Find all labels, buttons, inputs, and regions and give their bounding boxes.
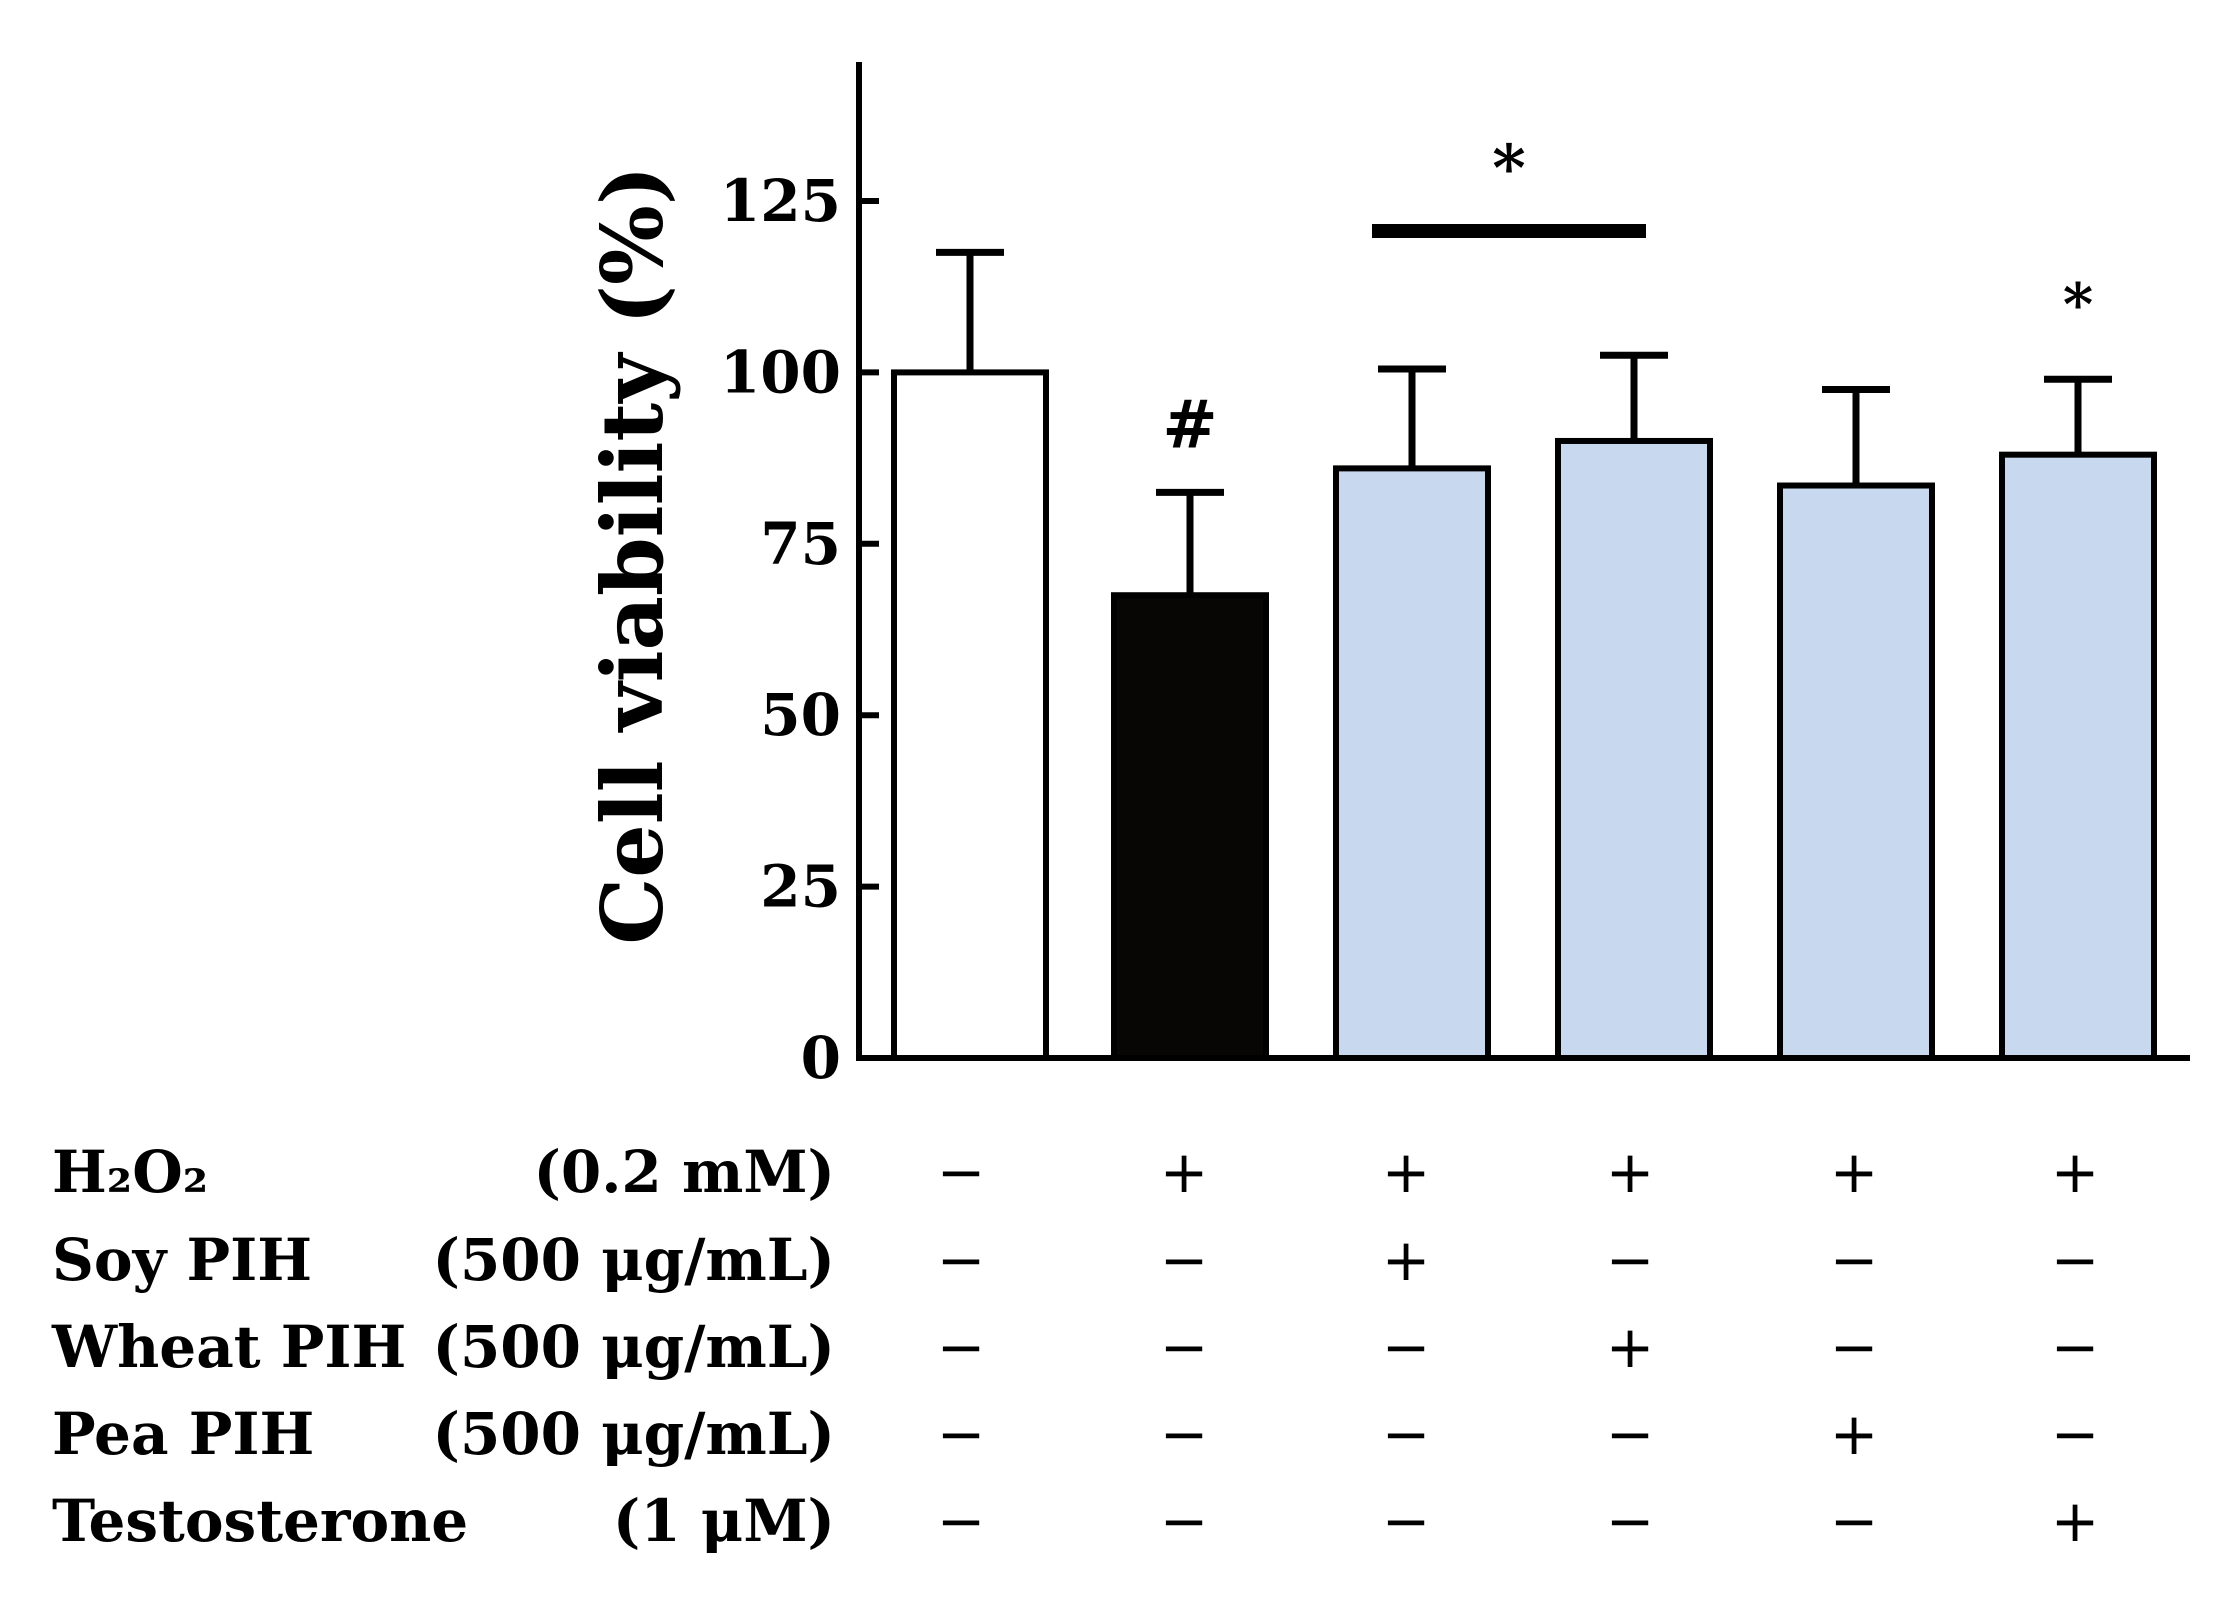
treatment-sign: − [2051,1313,2100,1381]
significance-annotations: # * * [1162,131,2093,463]
treatment-concentration: (500 μg/mL) [433,1313,836,1381]
treatment-sign: − [1606,1487,1655,1555]
bar [1777,482,1935,1061]
y-tick-label: 25 [760,853,841,921]
significance-marker: * [2063,270,2093,338]
treatment-concentration: (500 μg/mL) [433,1226,836,1294]
treatment-sign: − [1382,1313,1431,1381]
bars [891,248,2157,1062]
y-tick-label: 100 [720,338,841,406]
treatment-sign: − [1830,1226,1879,1294]
treatment-sign: − [937,1313,986,1381]
treatment-sign: + [1830,1138,1879,1206]
treatment-sign: + [1606,1313,1655,1381]
treatment-concentration: (1 μM) [613,1487,835,1555]
treatment-name: Wheat PIH [51,1313,406,1381]
treatment-sign: − [937,1400,986,1468]
treatment-sign: + [2051,1487,2100,1555]
bar [1555,437,1713,1061]
treatment-table: H₂O₂ (0.2 mM) − + + + + + Soy PIH (500 μg/mL) − − + −… [51,1138,2099,1555]
hash-marker: # [1162,385,1217,463]
treatment-sign: + [1382,1226,1431,1294]
treatment-name: Pea PIH [52,1400,314,1468]
treatment-sign: − [1160,1487,1209,1555]
y-axis-label: Cell viability (%) [583,165,682,944]
treatment-sign: − [937,1226,986,1294]
treatment-concentration: (0.2 mM) [533,1138,835,1206]
treatment-sign: + [2051,1138,2100,1206]
y-tick-label: 75 [760,510,841,578]
bar [1111,592,1269,1061]
treatment-sign: − [937,1138,986,1206]
treatment-sign: + [1382,1138,1431,1206]
treatment-sign: − [1382,1487,1431,1555]
treatment-sign: − [1606,1226,1655,1294]
treatment-sign: + [1160,1138,1209,1206]
treatment-name: H₂O₂ [52,1138,208,1206]
treatment-sign: − [937,1487,986,1555]
treatment-sign: − [1382,1400,1431,1468]
treatment-name: Soy PIH [52,1226,312,1294]
treatment-sign: + [1606,1138,1655,1206]
y-axis: 0 25 50 75 100 125 Cell viability (%) [583,62,2190,1092]
treatment-sign: − [2051,1400,2100,1468]
treatment-sign: + [1830,1400,1879,1468]
y-tick-label: 125 [720,167,841,235]
treatment-sign: − [1160,1226,1209,1294]
treatment-sign: − [1830,1313,1879,1381]
treatment-sign: − [1160,1313,1209,1381]
bar [891,369,1049,1061]
bar [1333,465,1491,1062]
treatment-sign: − [1606,1400,1655,1468]
treatment-sign: − [1160,1400,1209,1468]
treatment-sign: − [2051,1226,2100,1294]
treatment-name: Testosterone [52,1487,468,1555]
y-tick-label: 50 [760,681,841,749]
treatment-concentration: (500 μg/mL) [433,1400,836,1468]
y-tick-label: 0 [801,1024,841,1092]
bar [1999,451,2157,1061]
significance-marker: * [1492,131,1525,206]
treatment-sign: − [1830,1487,1879,1555]
